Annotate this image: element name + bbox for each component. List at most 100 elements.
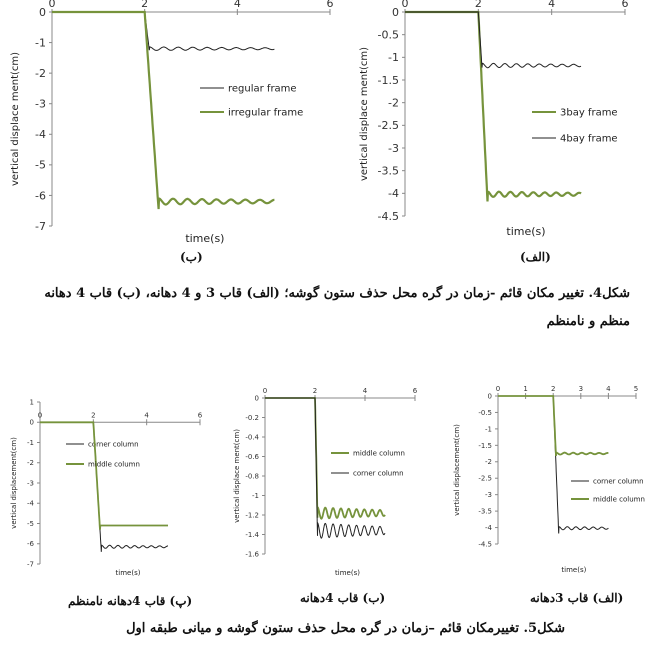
fig5p-panel-label: (پ) قاب 4دهانه نامنظم [68,594,193,608]
x-tick-label: 6 [327,0,334,10]
y-tick-label: -2.5 [378,119,399,132]
y-tick-label: -0.5 [478,409,492,417]
series-line-corner-column [498,395,609,534]
fig5b-panel-label: (ب) قاب 4دهانه [300,591,386,605]
y-tick-label: -3.5 [378,165,399,178]
series-line-4bay-frame [405,11,582,69]
y-tick-label: -5 [27,520,34,528]
legend-label: middle column [353,449,405,457]
y-tick-label: 0 [488,392,492,400]
x-tick-label: 4 [606,385,611,393]
y-tick-label: -6 [35,189,46,202]
fig4a-panel-label: (الف) [520,250,551,264]
x-axis-label: time(s) [185,232,224,245]
series-line-corner-column [265,397,386,539]
y-tick-label: -7 [35,220,46,233]
y-tick-label: -2.5 [478,475,492,483]
y-tick-label: -0.4 [245,433,259,441]
x-axis-label: time(s) [335,569,360,577]
x-tick-label: 6 [198,411,203,419]
series-line-middle-column [265,397,386,520]
y-tick-label: -1.4 [245,531,259,539]
y-tick-label: -1.5 [378,74,399,87]
y-tick-label: -3 [27,479,34,487]
y-tick-label: 0 [39,6,46,19]
x-tick-label: 3 [579,385,583,393]
figure5-caption: شکل5. تغییرمکان قائم –زمان در گره محل حذ… [126,621,565,636]
y-tick-label: -4 [485,524,493,532]
series-line-irregular-frame [52,10,275,210]
y-axis-label: vertical displacement(cm) [453,424,461,516]
x-tick-label: 5 [634,385,638,393]
legend-label: corner column [353,469,404,477]
x-tick-label: 4 [548,0,555,10]
x-tick-label: 0 [402,0,409,10]
x-tick-label: 2 [91,411,95,419]
x-tick-label: 0 [38,411,42,419]
series-line-middle-column [498,395,609,456]
x-tick-label: 0 [49,0,56,10]
x-tick-label: 4 [363,387,368,395]
x-tick-label: 2 [475,0,482,10]
y-tick-label: -1.5 [478,442,492,450]
y-tick-label: -2 [485,458,492,466]
y-tick-label: -4 [35,128,46,141]
fig4b-panel-label: (ب) [180,250,203,264]
legend-label: 4bay frame [560,134,618,145]
y-tick-label: -4.5 [478,540,492,548]
legend-label: 3bay frame [560,108,618,119]
y-tick-label: -1 [485,425,492,433]
y-tick-label: -0.8 [245,472,259,480]
y-tick-label: -1 [388,51,399,64]
y-axis-label: vertical displace ment(cm) [359,47,370,181]
y-tick-label: -0.2 [245,414,259,422]
y-tick-label: -0.6 [245,453,259,461]
y-tick-label: 0 [30,419,34,427]
x-tick-label: 0 [263,387,267,395]
y-axis-label: vertical displace ment(cm) [233,429,241,523]
y-tick-label: -0.5 [378,29,399,42]
y-tick-label: -1.6 [245,550,259,558]
y-tick-label: -1 [252,492,259,500]
figure4-caption-line1: شکل4. تغییر مکان قائم -زمان در گره محل ح… [44,286,630,301]
y-tick-label: -5 [35,159,46,172]
x-axis-label: time(s) [506,225,545,238]
fig5a-panel-label: (الف) قاب 3دهانه [530,591,624,605]
y-tick-label: -7 [27,560,34,568]
chart-fig5b: 0 -0.2 -0.4 -0.6 -0.8 -1 -1.2 -1.4 -1.6 0 2 4 6 time(… [233,387,418,577]
x-tick-label: 2 [141,0,148,10]
y-tick-label: -6 [27,540,35,548]
figure4-caption-line2: منظم و نامنظم [546,314,630,329]
x-tick-label: 1 [523,385,527,393]
x-tick-label: 4 [144,411,149,419]
legend-label: corner column [88,440,139,448]
y-tick-label: -3 [35,98,46,111]
y-tick-label: 1 [30,398,34,406]
y-tick-label: -4.5 [378,210,399,223]
x-axis-label: time(s) [561,566,586,574]
y-tick-label: -1 [27,439,34,447]
x-axis-label: time(s) [116,569,141,577]
x-tick-label: 2 [313,387,317,395]
x-tick-label: 4 [234,0,241,10]
y-tick-label: 0 [255,394,259,402]
chart-fig4a: 0 -0.5 -1 -1.5 -2 -2.5 -3 -3.5 -4 -4.5 0 2 4 6 time(s)… [359,0,629,238]
y-tick-label: -3.5 [478,508,492,516]
legend-label: middle column [593,495,645,503]
chart-fig5a: 0 -0.5 -1 -1.5 -2 -2.5 -3 -3.5 -4 -4.5 0 1 2 3 4 5 time(… [453,385,645,574]
x-tick-label: 6 [413,387,418,395]
chart-fig4b: 0 -1 -2 -3 -4 -5 -6 -7 0 2 4 6 time(s) vertical displ… [10,0,334,245]
y-axis-label: vertical displacement(cm) [10,437,18,529]
series-line-3bay-frame [405,10,582,202]
y-tick-label: -1 [35,36,46,49]
y-tick-label: -2 [35,67,46,80]
series-line-middle-column [40,421,168,530]
legend-label: regular frame [228,84,297,95]
y-tick-label: -2 [388,97,399,110]
y-tick-label: -2 [27,459,34,467]
y-tick-label: -3 [388,142,399,155]
legend-label: irregular frame [228,108,303,119]
x-tick-label: 2 [551,385,555,393]
series-line-regular-frame [52,11,275,51]
y-tick-label: -1.2 [245,511,259,519]
